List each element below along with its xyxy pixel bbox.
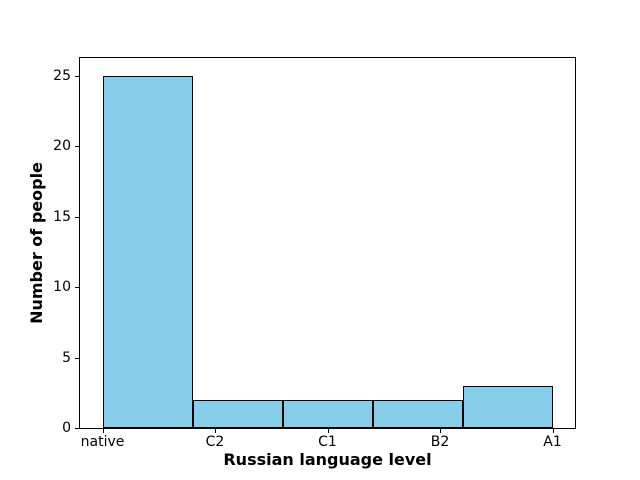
y-axis-label: Number of people [27,162,46,324]
bar-B2 [372,399,463,428]
y-tick-label-15: 15 [53,208,71,225]
bar-A1 [462,385,553,428]
y-tick-mark-20 [75,146,79,148]
x-tick-mark-C1 [327,429,329,433]
x-tick-label-C2: C2 [205,434,225,450]
y-tick-mark-25 [75,75,79,77]
y-tick-label-25: 25 [53,67,71,84]
x-tick-mark-A1 [552,429,554,433]
x-tick-mark-C2 [215,429,216,433]
y-tick-label-0: 0 [62,420,71,436]
x-tick-mark-B2 [440,429,441,433]
y-tick-label-20: 20 [53,138,71,155]
x-tick-label-C1: C1 [318,434,337,450]
y-tick-mark-0 [75,428,79,429]
y-tick-mark-15 [75,216,79,218]
y-tick-label-5: 5 [62,349,71,366]
y-tick-mark-5 [75,357,79,359]
x-tick-mark-native [102,429,104,433]
plot-area: Number of people Russian language level … [27,57,576,468]
y-tick-mark-10 [75,287,79,289]
bar-C1 [282,399,373,428]
x-tick-label-B2: B2 [430,434,450,450]
bar-C2 [192,399,283,428]
x-axis-label: Russian language level [223,450,432,469]
x-tick-label-A1: A1 [543,434,562,450]
x-tick-label-native: native [80,434,125,450]
bar-native [102,75,193,428]
y-tick-label-10: 10 [53,279,71,296]
